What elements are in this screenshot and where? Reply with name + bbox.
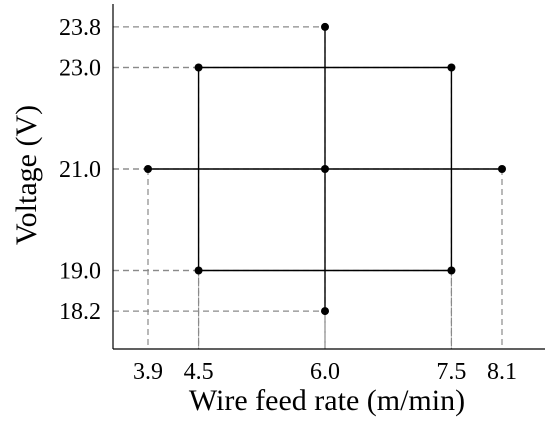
data-point-6	[321, 307, 329, 316]
data-point-5	[498, 165, 506, 173]
y-tick-label-0: 18.2	[59, 299, 101, 325]
y-tick-label-3: 23.0	[59, 56, 101, 82]
data-point-7	[321, 22, 329, 31]
x-tick-label-3: 7.5	[436, 359, 466, 385]
data-point-1	[447, 266, 456, 275]
data-points	[144, 22, 506, 316]
x-tick-label-2: 6.0	[310, 359, 340, 385]
x-tick-label-1: 4.5	[184, 359, 214, 385]
tick-labels: 3.9 4.5 6.0 7.5 8.1 18.2 19.0 21.0 23.0 23.8	[59, 15, 517, 385]
y-tick-label-1: 19.0	[59, 259, 101, 285]
reference-lines	[113, 26, 503, 349]
x-tick-label-4: 8.1	[487, 359, 517, 385]
data-point-3	[447, 63, 456, 72]
y-axis-title: Voltage (V)	[10, 105, 43, 245]
axes	[112, 4, 545, 350]
y-tick-label-4: 23.8	[59, 15, 101, 41]
x-axis-title: Wire feed rate (m/min)	[189, 384, 465, 417]
data-point-4	[144, 165, 152, 173]
x-tick-label-0: 3.9	[133, 359, 163, 385]
y-tick-label-2: 21.0	[59, 157, 101, 183]
data-point-0	[194, 266, 203, 275]
data-point-2	[194, 63, 203, 72]
data-point-8	[321, 165, 329, 173]
